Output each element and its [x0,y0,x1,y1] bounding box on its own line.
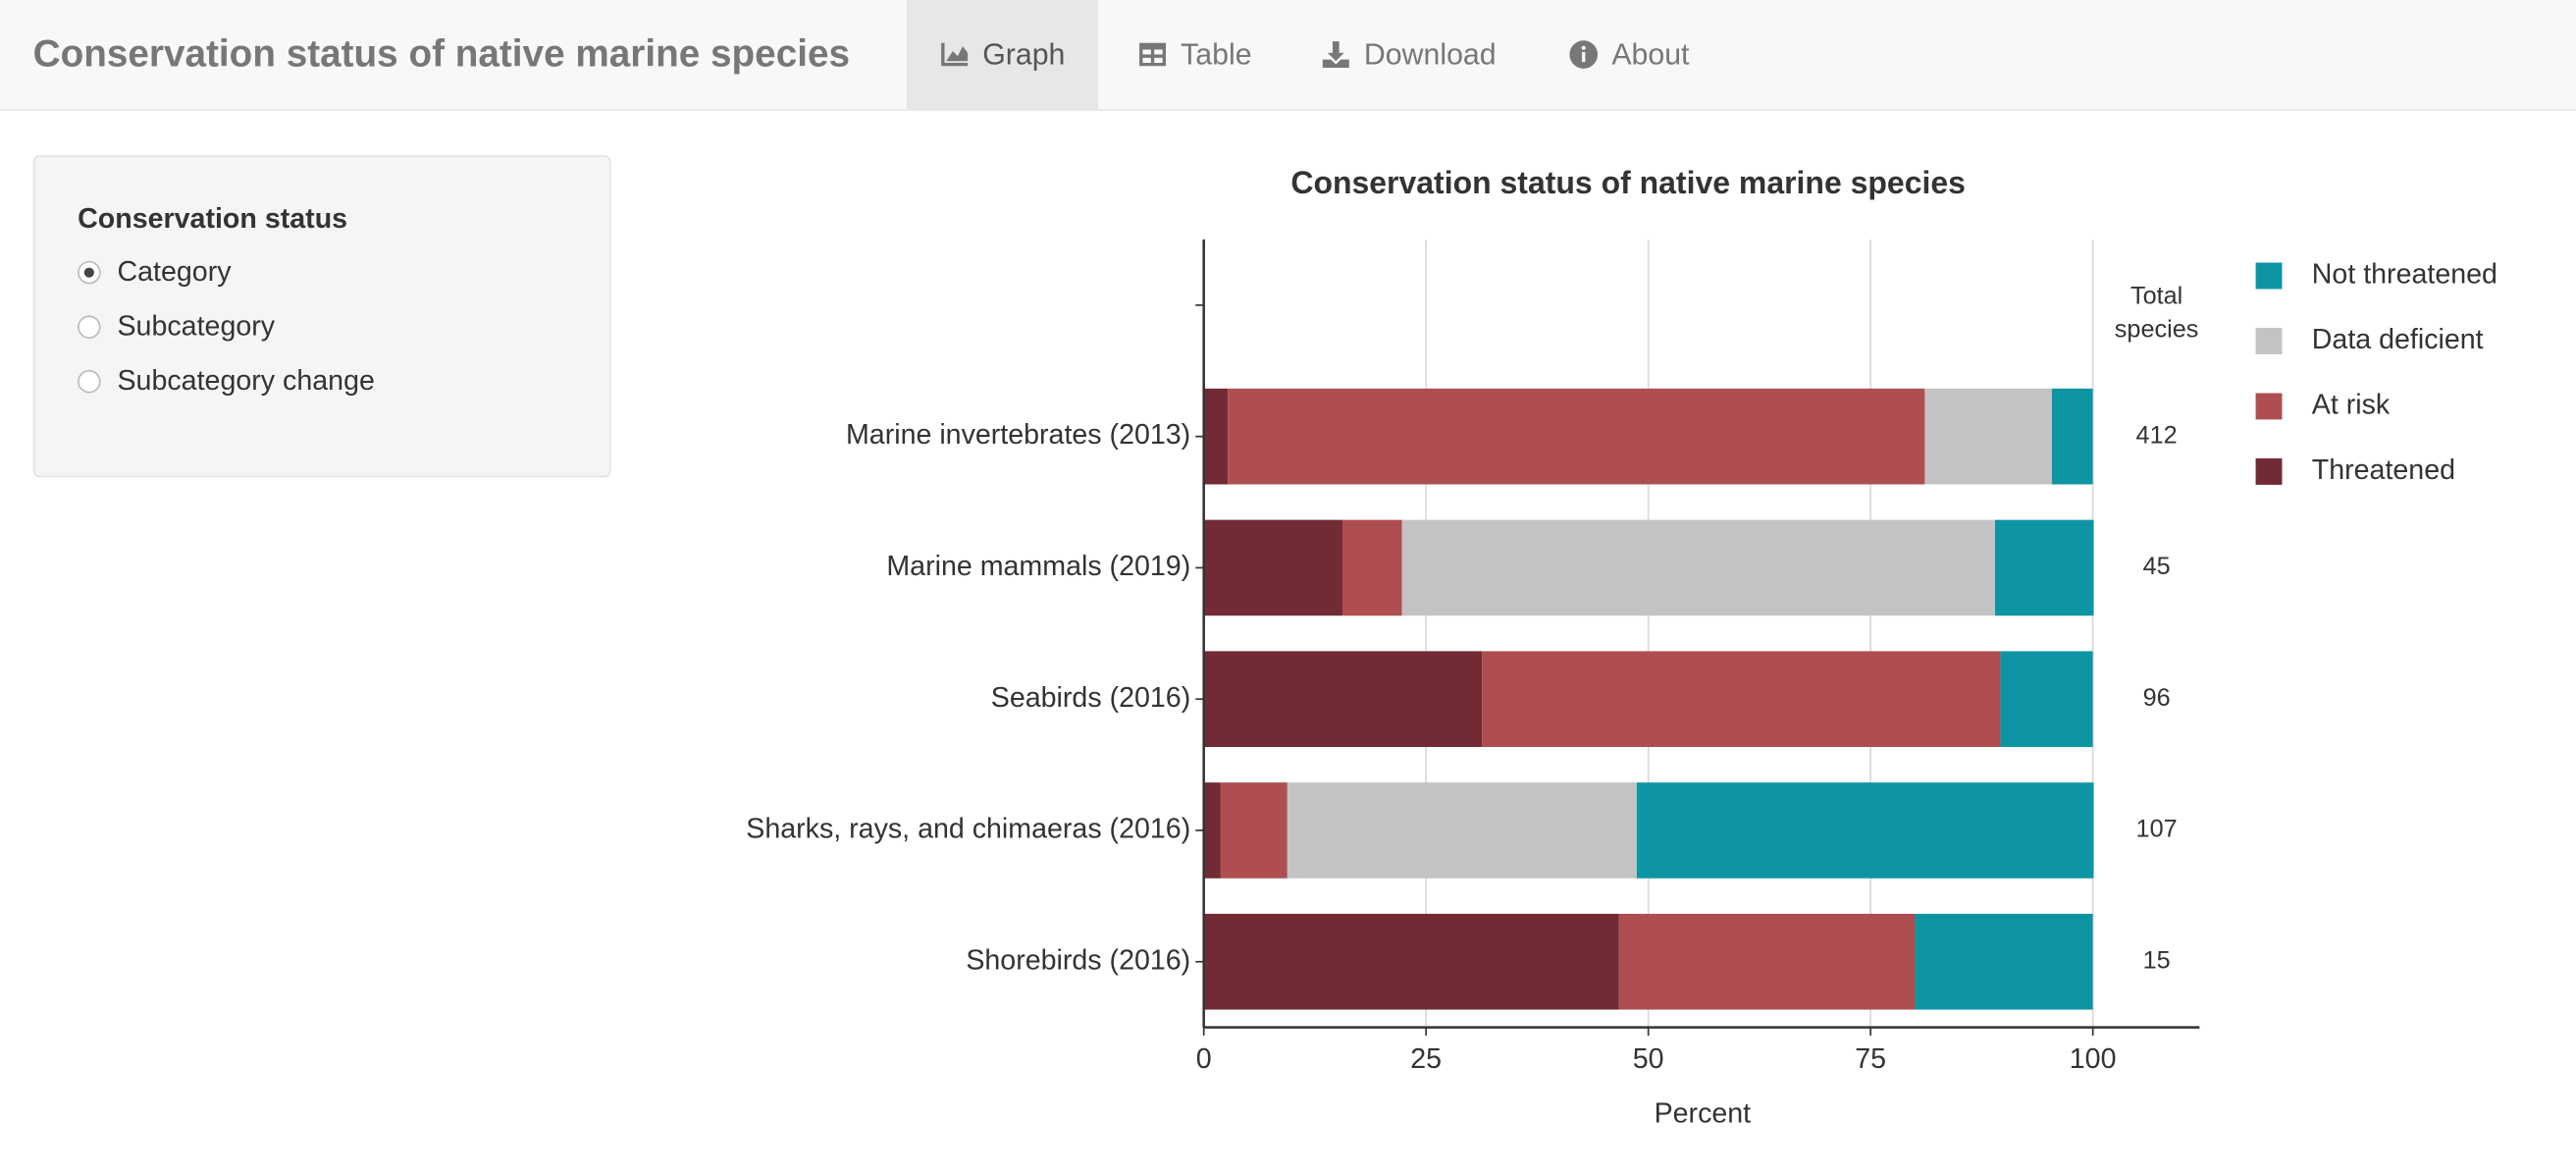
legend-swatch [2255,262,2283,290]
tab[interactable]: Download [1288,0,1530,109]
navbar: Conservation status of native marine spe… [0,0,2576,111]
bar-segment [1203,519,1343,616]
legend-label: Data deficient [2312,324,2484,355]
x-tick-label: 100 [2070,1043,2117,1075]
tab[interactable]: Graph [906,0,1099,110]
bar-segment [1203,913,1619,1010]
tab-label: Download [1363,37,1497,72]
tab-label: Table [1181,37,1252,72]
legend-label: At risk [2312,390,2391,421]
y-tick-label: Shorebirds (2016) [966,944,1190,976]
bar-segment [1401,519,1995,616]
total-label: 412 [2136,421,2178,449]
legend-swatch [2255,457,2283,485]
y-tick-label: Marine invertebrates (2013) [846,419,1190,451]
bar-segment [1287,782,1637,879]
bar-segment [1994,519,2094,616]
panel-title: Conservation status [78,202,348,235]
x-tick-label: 50 [1633,1043,1664,1075]
radio-label: Subcategory change [117,364,375,397]
legend-swatch [2255,393,2283,420]
y-tick-label: Sharks, rays, and chimaeras (2016) [746,814,1190,845]
radio-label: Subcategory [117,310,276,343]
x-tick-label: 75 [1855,1043,1886,1075]
total-label: 15 [2143,946,2171,974]
bar-segment [1228,388,1925,485]
bar-segment [2051,388,2093,485]
bar-segment [2000,651,2093,748]
bar-segment [1220,782,1288,879]
legend-swatch [2255,328,2283,354]
radio-option[interactable]: Category [78,255,232,290]
bar-segment [1618,913,1916,1010]
radio-label: Category [117,255,232,288]
x-tick-label: 25 [1410,1043,1442,1075]
radio-button[interactable] [78,369,101,394]
radio-button[interactable] [78,315,101,339]
bar-segment [1203,782,1221,879]
total-label: 45 [2143,553,2171,580]
bar-segment [1482,651,2001,748]
tab[interactable]: Table [1105,0,1285,109]
y-tick-label: Marine mammals (2019) [886,551,1190,582]
bar-segment [1915,913,2093,1010]
totals-title: Total species [2114,282,2199,345]
tab-label: Graph [982,37,1066,72]
bar-segment [1342,519,1402,616]
legend-label: Threatened [2312,454,2455,486]
bar-segment [1203,651,1483,748]
app-title: Conservation status of native marine spe… [32,30,851,75]
y-tick-label: Seabirds (2016) [991,682,1190,714]
radio-option[interactable]: Subcategory change [78,365,375,399]
bar-segment [1203,388,1229,485]
legend-label: Not threatened [2312,259,2497,291]
radio-option[interactable]: Subcategory [78,310,275,344]
total-label: 96 [2143,684,2171,712]
bar-segment [1924,388,2052,485]
chart-title: Conservation status of native marine spe… [1290,165,1966,200]
sidebar-panel: Conservation status Category Subcategory S… [32,155,611,478]
x-axis-title: Percent [1655,1097,1752,1129]
bar-segment [1636,782,2094,879]
radio-button[interactable] [78,260,101,285]
tab-label: About [1611,37,1690,72]
tab[interactable]: About [1536,0,1722,109]
total-label: 107 [2136,816,2178,843]
x-tick-label: 0 [1196,1043,1212,1075]
